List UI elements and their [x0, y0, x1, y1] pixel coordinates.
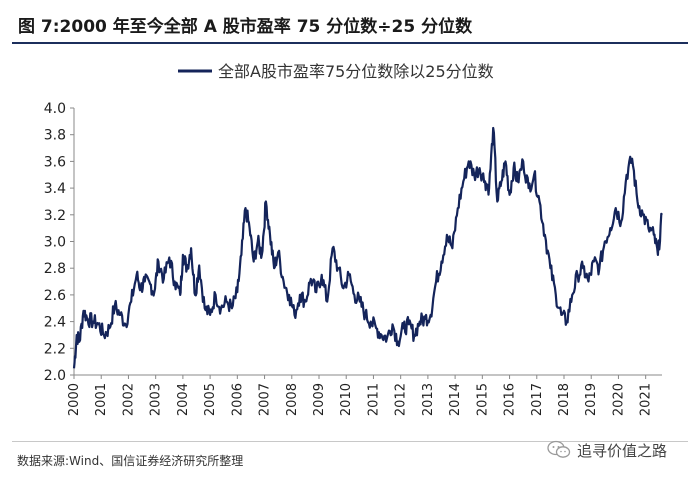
figure-title-bar: 图 7:2000 年至今全部 A 股市盈率 75 分位数÷25 分位数 [0, 0, 700, 44]
x-tick-label: 2005 [203, 383, 218, 416]
x-tick-label: 2021 [639, 383, 654, 416]
source-note: 数据来源:Wind、国信证券经济研究所整理 [17, 454, 244, 468]
legend-label: 全部A股市盈率75分位数除以25分位数 [218, 62, 494, 81]
y-tick-label: 2.0 [44, 368, 66, 384]
x-tick-label: 2001 [94, 383, 109, 416]
x-tick-label: 2014 [448, 383, 463, 416]
x-tick-label: 2013 [421, 383, 436, 416]
y-tick-label: 2.4 [44, 315, 66, 331]
x-tick-label: 2010 [339, 383, 354, 416]
source-divider [12, 441, 688, 442]
figure-title: 图 7:2000 年至今全部 A 股市盈率 75 分位数÷25 分位数 [18, 17, 473, 37]
x-tick-label: 2008 [285, 383, 300, 416]
x-tick-label: 2000 [67, 383, 82, 416]
wechat-icon [547, 440, 571, 458]
title-divider [12, 42, 688, 44]
x-tick-label: 2007 [258, 383, 273, 416]
watermark: 追寻价值之路 [547, 437, 667, 463]
x-tick-label: 2004 [176, 383, 191, 416]
y-tick-label: 3.0 [44, 235, 66, 251]
x-tick-label: 2002 [121, 383, 136, 416]
x-tick-label: 2015 [475, 383, 490, 416]
x-tick-label: 2006 [230, 383, 245, 416]
y-tick-label: 3.4 [44, 181, 66, 197]
y-tick-label: 2.2 [44, 341, 66, 357]
x-tick-label: 2009 [312, 383, 327, 416]
x-tick-label: 2003 [149, 383, 164, 416]
y-tick-label: 3.6 [44, 154, 66, 170]
y-tick-label: 3.2 [44, 208, 66, 224]
x-tick-label: 2016 [503, 383, 518, 416]
series-line [72, 126, 663, 369]
x-tick-label: 2011 [366, 383, 381, 416]
x-tick-label: 2019 [584, 383, 599, 416]
x-tick-label: 2017 [530, 383, 545, 416]
y-tick-label: 4.0 [44, 101, 66, 117]
x-tick-label: 2012 [394, 383, 409, 416]
y-tick-label: 3.8 [44, 128, 66, 144]
watermark-text: 追寻价值之路 [577, 441, 668, 460]
x-tick-label: 2018 [557, 383, 572, 416]
y-tick-label: 2.8 [44, 261, 66, 277]
x-tick-label: 2020 [611, 383, 626, 416]
y-tick-label: 2.6 [44, 288, 66, 304]
